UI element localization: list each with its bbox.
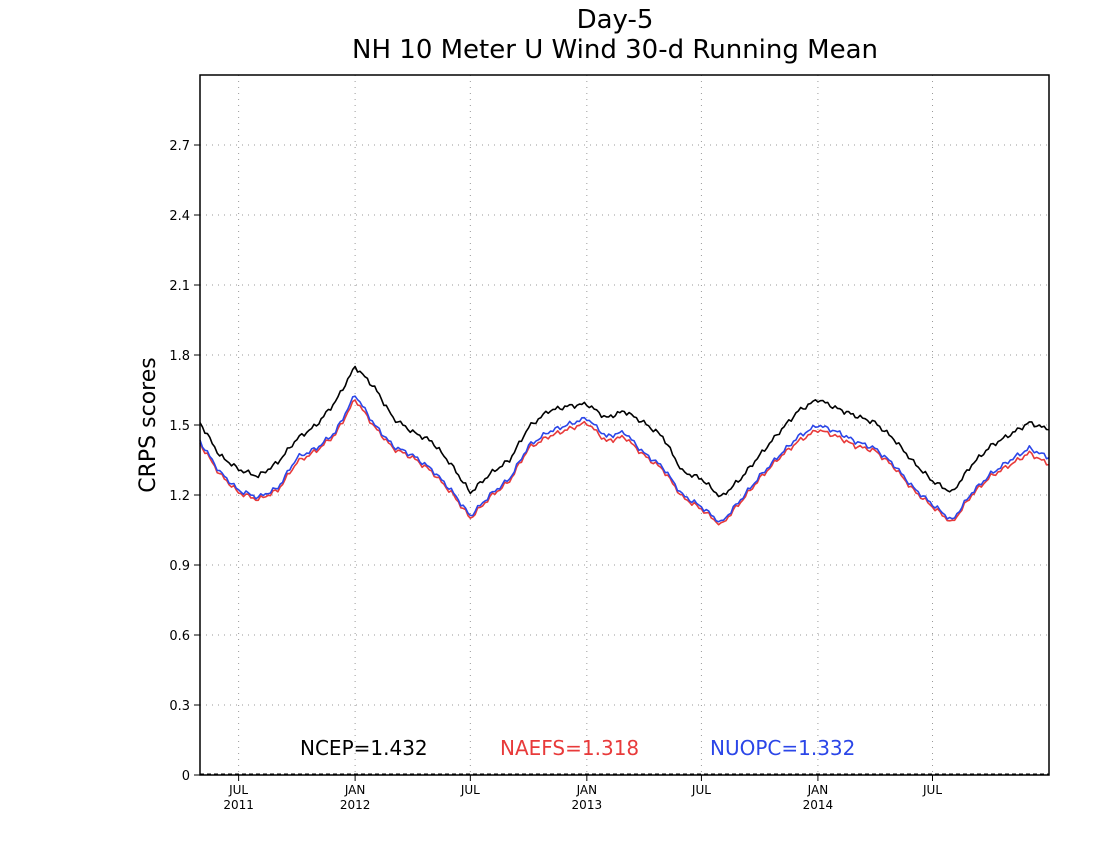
y-axis-label: CRPS scores [136,357,161,492]
legend-naefs: NAEFS=1.318 [500,736,639,760]
y-tick-label: 1.2 [169,489,190,504]
y-tick-label: 0.3 [169,699,190,714]
series-lines [199,365,1050,526]
grid-lines [200,75,1049,775]
series-line-nuopc [199,395,1050,523]
x-tick-label: JUL [691,783,711,797]
x-tick-label: JUL [460,783,480,797]
x-tick-label: JAN [807,783,829,797]
legend: NCEP=1.432 NAEFS=1.318 NUOPC=1.332 [300,736,855,760]
x-tick-year-label: 2014 [803,798,834,812]
y-tick-label: 2.1 [169,279,190,294]
y-tick-label: 1.5 [169,419,190,434]
x-tick-year-label: 2012 [340,798,371,812]
y-tick-label: 0 [182,769,190,784]
legend-nuopc: NUOPC=1.332 [710,736,855,760]
x-tick-label: JUL [228,783,248,797]
y-tick-label: 2.4 [169,209,190,224]
series-line-ncep [199,365,1050,498]
y-tick-label: 0.6 [169,629,190,644]
x-tick-label: JAN [576,783,598,797]
chart-title: Day-5 [577,5,654,35]
x-tick-year-label: 2013 [572,798,603,812]
y-tick-label: 2.7 [169,139,190,154]
series-line-naefs [199,399,1050,526]
y-tick-label: 0.9 [169,559,190,574]
legend-ncep: NCEP=1.432 [300,736,428,760]
y-tick-label: 1.8 [169,349,190,364]
chart-subtitle: NH 10 Meter U Wind 30-d Running Mean [352,35,878,65]
plot-frame [199,74,1050,776]
x-tick-label: JAN [344,783,366,797]
x-tick-year-label: 2011 [223,798,254,812]
x-tick-label: JUL [922,783,942,797]
y-axis-ticks: 0 0.3 0.6 0.9 1.2 1.5 1.8 2.1 2.4 2.7 [169,139,200,784]
